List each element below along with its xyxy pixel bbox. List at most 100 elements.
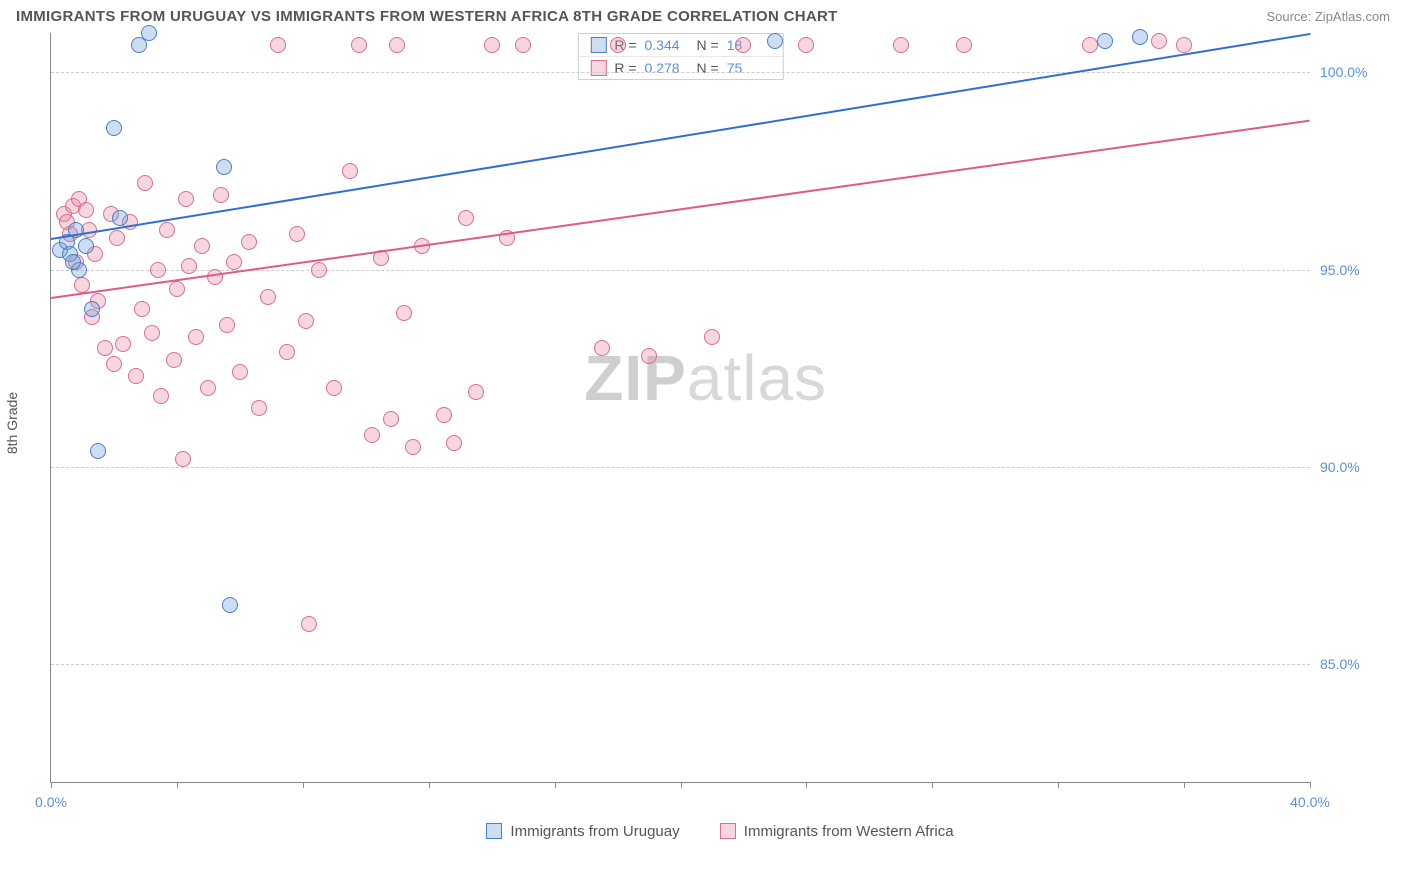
source-label: Source: ZipAtlas.com (1266, 9, 1390, 24)
xtick (1184, 782, 1185, 788)
marker-wafrica (188, 329, 204, 345)
xtick (429, 782, 430, 788)
marker-wafrica (279, 344, 295, 360)
marker-wafrica (1176, 37, 1192, 53)
marker-wafrica (298, 313, 314, 329)
legend-item-uruguay: Immigrants from Uruguay (486, 823, 679, 840)
marker-wafrica (213, 187, 229, 203)
marker-wafrica (207, 269, 223, 285)
marker-wafrica (594, 340, 610, 356)
marker-uruguay (1132, 29, 1148, 45)
xtick (177, 782, 178, 788)
marker-wafrica (364, 427, 380, 443)
ytick-label: 85.0% (1320, 656, 1380, 672)
marker-wafrica (311, 262, 327, 278)
marker-wafrica (241, 234, 257, 250)
marker-wafrica (342, 163, 358, 179)
marker-uruguay (65, 254, 81, 270)
marker-wafrica (78, 202, 94, 218)
xtick (51, 782, 52, 788)
marker-wafrica (144, 325, 160, 341)
trendline-wafrica (51, 120, 1310, 299)
marker-wafrica (326, 380, 342, 396)
marker-wafrica (232, 364, 248, 380)
swatch-uruguay (590, 37, 606, 53)
marker-uruguay (106, 120, 122, 136)
n-label: N = (697, 60, 719, 76)
marker-wafrica (956, 37, 972, 53)
marker-wafrica (106, 356, 122, 372)
marker-wafrica (1082, 37, 1098, 53)
marker-wafrica (166, 352, 182, 368)
marker-wafrica (798, 37, 814, 53)
swatch-wafrica-icon (720, 823, 736, 839)
r-value-wafrica: 0.278 (645, 60, 689, 76)
gridline (51, 467, 1310, 468)
marker-wafrica (153, 388, 169, 404)
marker-wafrica (178, 191, 194, 207)
marker-wafrica (194, 238, 210, 254)
xtick (806, 782, 807, 788)
ytick-label: 90.0% (1320, 459, 1380, 475)
marker-wafrica (169, 281, 185, 297)
watermark: ZIPatlas (584, 341, 827, 415)
bottom-legend: Immigrants from Uruguay Immigrants from … (50, 823, 1390, 844)
marker-wafrica (97, 340, 113, 356)
marker-wafrica (159, 222, 175, 238)
marker-uruguay (141, 25, 157, 41)
marker-wafrica (610, 37, 626, 53)
xtick (932, 782, 933, 788)
marker-wafrica (200, 380, 216, 396)
marker-wafrica (109, 230, 125, 246)
marker-wafrica (351, 37, 367, 53)
xtick (555, 782, 556, 788)
marker-wafrica (389, 37, 405, 53)
marker-wafrica (128, 368, 144, 384)
xtick-label-right: 40.0% (1290, 794, 1330, 810)
marker-wafrica (383, 411, 399, 427)
legend-label-uruguay: Immigrants from Uruguay (510, 823, 679, 840)
marker-wafrica (446, 435, 462, 451)
marker-wafrica (251, 400, 267, 416)
marker-wafrica (704, 329, 720, 345)
marker-wafrica (260, 289, 276, 305)
marker-wafrica (270, 37, 286, 53)
stats-row-wafrica: R = 0.278 N = 75 (578, 56, 782, 79)
marker-wafrica (1151, 33, 1167, 49)
marker-wafrica (175, 451, 191, 467)
marker-wafrica (301, 616, 317, 632)
marker-uruguay (84, 301, 100, 317)
marker-wafrica (150, 262, 166, 278)
marker-wafrica (181, 258, 197, 274)
marker-wafrica (219, 317, 235, 333)
marker-wafrica (735, 37, 751, 53)
marker-uruguay (90, 443, 106, 459)
swatch-uruguay-icon (486, 823, 502, 839)
plot-area: ZIPatlas R = 0.344 N = 18 R = 0.278 N = … (50, 33, 1310, 783)
marker-wafrica (484, 37, 500, 53)
marker-uruguay (767, 33, 783, 49)
r-label: R = (614, 60, 636, 76)
marker-uruguay (1097, 33, 1113, 49)
marker-wafrica (289, 226, 305, 242)
marker-wafrica (515, 37, 531, 53)
marker-wafrica (134, 301, 150, 317)
n-label: N = (697, 37, 719, 53)
xtick (1310, 782, 1311, 788)
marker-uruguay (216, 159, 232, 175)
gridline (51, 72, 1310, 73)
xtick (681, 782, 682, 788)
marker-wafrica (458, 210, 474, 226)
n-value-wafrica: 75 (727, 60, 771, 76)
ytick-label: 100.0% (1320, 64, 1380, 80)
marker-wafrica (436, 407, 452, 423)
plot-wrap: 8th Grade ZIPatlas R = 0.344 N = 18 R = … (50, 33, 1390, 813)
legend-item-wafrica: Immigrants from Western Africa (720, 823, 954, 840)
marker-wafrica (893, 37, 909, 53)
marker-uruguay (222, 597, 238, 613)
watermark-light: atlas (687, 342, 827, 414)
gridline (51, 664, 1310, 665)
legend-label-wafrica: Immigrants from Western Africa (744, 823, 954, 840)
marker-wafrica (137, 175, 153, 191)
marker-wafrica (396, 305, 412, 321)
